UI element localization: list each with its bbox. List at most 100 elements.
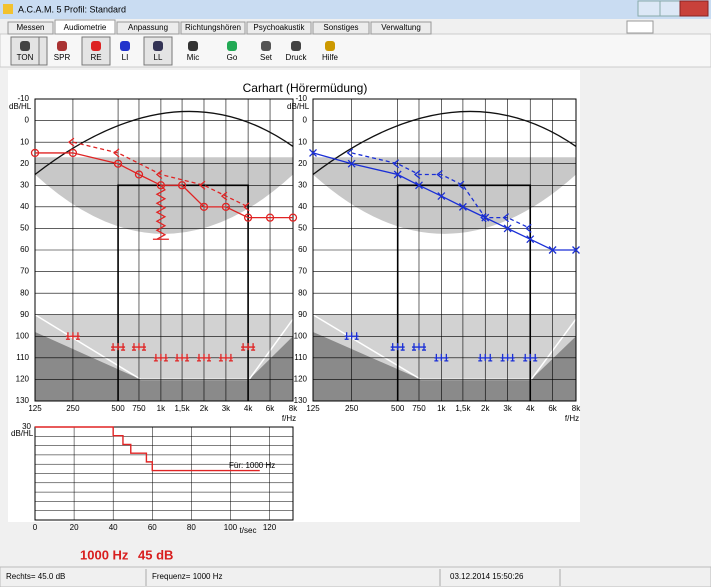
x-tick-label: 4k <box>244 404 253 413</box>
y-tick-label: -10 <box>17 94 29 103</box>
marker-ucl <box>65 332 80 340</box>
tab[interactable] <box>180 21 246 35</box>
toolbar-label[interactable]: Mic <box>187 53 199 62</box>
toolbar-label[interactable]: Set <box>260 53 273 62</box>
x-tick-label: 4k <box>526 404 535 413</box>
level-readout: 45 dB <box>138 547 173 562</box>
y-tick-label: 20 <box>20 159 29 168</box>
x-axis-label: t/sec <box>240 526 257 535</box>
toolbar-label[interactable]: Druck <box>286 53 308 62</box>
tab[interactable] <box>54 19 116 35</box>
y-tick-label: 60 <box>298 245 307 254</box>
toolbar-label[interactable]: LI <box>122 53 129 62</box>
window-title: A.C.A.M. 5 Profil: Standard <box>18 4 126 14</box>
x-tick-label: 1k <box>437 404 446 413</box>
minimize-button[interactable] <box>637 0 661 17</box>
marker-chevron <box>67 137 75 147</box>
chart-title: Carhart (Hörermüdung) <box>243 81 368 95</box>
marker-cross <box>415 181 423 190</box>
dropdown-arrow[interactable] <box>38 36 48 66</box>
tab[interactable] <box>116 21 180 35</box>
y-tick-label: 120 <box>294 375 308 384</box>
x-tick-label: 750 <box>132 404 146 413</box>
close-button[interactable] <box>679 0 709 17</box>
toolbar-icon <box>57 41 67 51</box>
tab[interactable] <box>312 21 370 35</box>
y-tick-label: 110 <box>294 353 307 362</box>
plot-frame <box>34 98 294 402</box>
tab-label: Messen <box>16 23 44 32</box>
marker-ucl <box>434 353 449 362</box>
marker-ucl <box>241 343 256 351</box>
x-tick-label: 120 <box>263 523 277 532</box>
y-tick-label: 30 <box>22 422 31 431</box>
marker-chevron <box>502 213 510 223</box>
tone-decay <box>152 184 169 240</box>
marker-chevron <box>113 148 120 158</box>
y-tick-label: 70 <box>298 267 307 276</box>
marker-chevron <box>243 202 250 212</box>
marker-ucl <box>411 343 426 351</box>
x-tick-label: 750 <box>412 404 426 413</box>
tab-label: Anpassung <box>128 23 168 32</box>
marker-cross <box>526 235 535 244</box>
y-tick-label: 0 <box>25 116 30 125</box>
y-tick-label: 90 <box>20 310 29 319</box>
toolbar-label[interactable]: Go <box>227 53 238 62</box>
toolbar-icon <box>153 41 163 51</box>
tab[interactable] <box>370 21 432 35</box>
y-tick-label: 40 <box>20 202 29 211</box>
marker-ucl <box>175 353 190 362</box>
marker-cross <box>347 159 356 168</box>
toolbar-icon <box>120 41 130 51</box>
status-bar <box>0 566 711 587</box>
marker-ucl <box>196 353 211 362</box>
tab[interactable] <box>7 21 54 35</box>
status-text: Frequenz= 1000 Hz <box>152 572 223 581</box>
y-axis-label: dB/HL <box>287 102 310 111</box>
test-box <box>117 184 249 401</box>
marker-chevron <box>346 148 354 158</box>
toolbar-label[interactable]: TON <box>17 53 34 62</box>
speech-banana <box>313 157 576 234</box>
toolbar-label[interactable]: Hilfe <box>322 53 339 62</box>
marker-cross <box>309 148 317 157</box>
maximize-button[interactable] <box>659 0 681 17</box>
marker-ucl <box>390 343 405 351</box>
marker-circle <box>134 170 144 179</box>
marker-ucl <box>523 353 538 362</box>
marker-ucl <box>111 343 126 351</box>
marker-cross <box>437 192 446 201</box>
x-tick-label: 80 <box>187 523 196 532</box>
marker-ucl <box>500 353 515 362</box>
x-tick-label: 60 <box>148 523 157 532</box>
marker-circle <box>30 148 40 158</box>
y-tick-label: 130 <box>294 396 308 405</box>
speech-banana <box>35 157 293 234</box>
marker-cross <box>548 246 557 254</box>
marker-circle <box>156 181 166 190</box>
x-tick-label: 20 <box>70 523 79 532</box>
marker-chevron <box>457 180 465 190</box>
undo-button[interactable] <box>626 20 654 34</box>
y-tick-label: 110 <box>16 353 29 362</box>
toolbar-label[interactable]: SPR <box>54 53 71 62</box>
x-tick-label: 500 <box>111 404 125 413</box>
toolbar-label[interactable]: RE <box>90 53 101 62</box>
y-tick-label: 30 <box>20 180 29 189</box>
y-tick-label: 40 <box>298 202 307 211</box>
x-tick-label: 6k <box>266 404 275 413</box>
tab[interactable] <box>246 21 312 35</box>
marker-chevron <box>198 180 206 190</box>
marker-chevron <box>155 169 163 180</box>
pain-zone <box>313 331 576 401</box>
marker-cross <box>503 224 512 233</box>
y-tick-label: -10 <box>295 94 307 103</box>
toolbar-label[interactable]: LL <box>154 53 163 62</box>
x-axis-label: f/Hz <box>282 414 296 423</box>
marker-circle <box>199 202 209 212</box>
level-line <box>35 426 260 472</box>
toolbar-icon <box>325 41 335 51</box>
canvas <box>8 70 580 522</box>
x-tick-label: 2k <box>481 404 490 413</box>
